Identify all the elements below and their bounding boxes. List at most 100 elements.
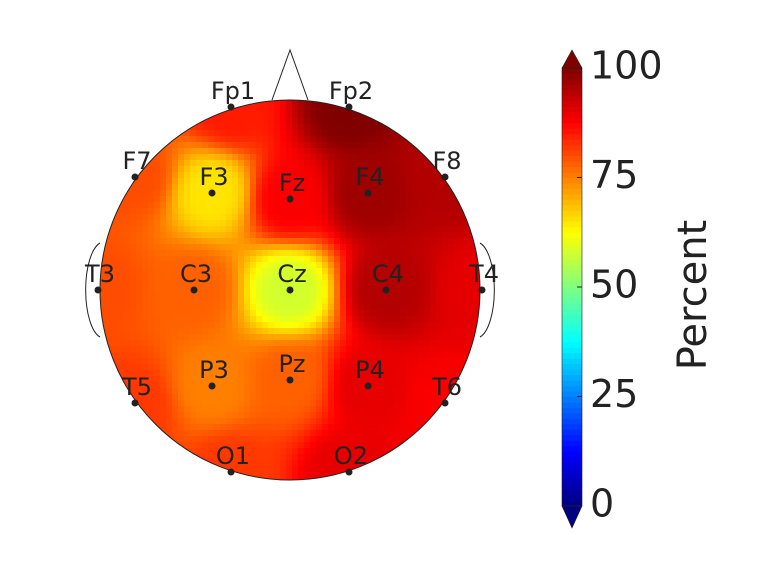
heat-cell (334, 280, 341, 287)
heat-cell (160, 232, 167, 239)
colorbar-cell (562, 467, 582, 474)
heat-cell (322, 178, 329, 185)
heat-cell (172, 256, 179, 263)
heat-cell (226, 334, 233, 341)
heat-cell (316, 208, 323, 215)
heat-cell (226, 358, 233, 365)
heat-cell (202, 400, 209, 407)
heat-cell (178, 370, 185, 377)
heat-cell (328, 220, 335, 227)
heat-cell (196, 262, 203, 269)
heat-cell (280, 286, 287, 293)
heat-cell (382, 298, 389, 305)
heat-cell (376, 334, 383, 341)
heat-cell (400, 418, 407, 425)
heat-cell (442, 190, 449, 197)
heat-cell (154, 358, 161, 365)
heat-cell (178, 142, 185, 149)
heat-cell (424, 328, 431, 335)
heat-cell (430, 274, 437, 281)
heat-cell (310, 112, 317, 119)
heat-cell (328, 406, 335, 413)
heat-cell (196, 256, 203, 263)
heat-cell (196, 124, 203, 131)
heat-cell (160, 268, 167, 275)
heat-cell (412, 232, 419, 239)
heat-cell (454, 364, 461, 371)
heat-cell (328, 178, 335, 185)
colorbar-cell (562, 139, 582, 146)
heat-cell (352, 280, 359, 287)
heat-cell (226, 328, 233, 335)
heat-cell (382, 352, 389, 359)
colorbar-cell (562, 303, 582, 310)
heat-cell (316, 292, 323, 299)
heat-cell (226, 442, 233, 449)
heat-cell (322, 196, 329, 203)
heat-cell (334, 142, 341, 149)
heat-cell (370, 244, 377, 251)
heat-cell (202, 142, 209, 149)
heat-cell (412, 184, 419, 191)
heat-cell (370, 274, 377, 281)
heat-cell (160, 394, 167, 401)
heat-cell (220, 460, 227, 467)
heat-cell (352, 226, 359, 233)
heat-cell (298, 196, 305, 203)
heat-cell (250, 400, 257, 407)
heat-cell (340, 310, 347, 317)
heat-cell (304, 454, 311, 461)
heat-cell (400, 220, 407, 227)
heat-cell (280, 352, 287, 359)
heat-cell (400, 178, 407, 185)
heat-cell (196, 214, 203, 221)
heat-cell (304, 274, 311, 281)
heat-cell (262, 358, 269, 365)
heat-cell (112, 292, 119, 299)
heat-cell (262, 310, 269, 317)
heat-cell (256, 190, 263, 197)
heat-cell (418, 376, 425, 383)
heat-cell (184, 166, 191, 173)
heat-cell (142, 244, 149, 251)
heat-cell (202, 370, 209, 377)
heat-cell (292, 436, 299, 443)
heat-cell (346, 460, 353, 467)
heat-cell (388, 394, 395, 401)
heat-cell (424, 382, 431, 389)
heat-cell (226, 436, 233, 443)
heat-cell (316, 118, 323, 125)
heat-cell (112, 358, 119, 365)
heat-cell (448, 310, 455, 317)
heat-cell (280, 124, 287, 131)
heat-cell (280, 478, 287, 480)
heat-cell (352, 400, 359, 407)
heat-cell (310, 238, 317, 245)
heat-cell (220, 274, 227, 281)
heat-cell (160, 256, 167, 263)
heat-cell (328, 292, 335, 299)
heat-cell (370, 322, 377, 329)
heat-cell (382, 160, 389, 167)
heat-cell (400, 286, 407, 293)
heat-cell (196, 166, 203, 173)
heat-cell (118, 286, 125, 293)
heat-cell (280, 190, 287, 197)
heat-cell (256, 118, 263, 125)
heat-cell (196, 208, 203, 215)
heat-cell (100, 232, 107, 239)
heat-cell (118, 262, 125, 269)
heat-cell (118, 232, 125, 239)
heat-cell (466, 268, 473, 275)
heat-cell (172, 304, 179, 311)
heat-cell (214, 454, 221, 461)
heat-cell (430, 214, 437, 221)
heat-cell (268, 448, 275, 455)
heat-cell (472, 310, 479, 317)
heat-cell (100, 310, 107, 317)
heat-cell (112, 256, 119, 263)
heat-cell (130, 202, 137, 209)
heat-cell (334, 412, 341, 419)
heat-cell (286, 364, 293, 371)
heat-cell (472, 298, 479, 305)
